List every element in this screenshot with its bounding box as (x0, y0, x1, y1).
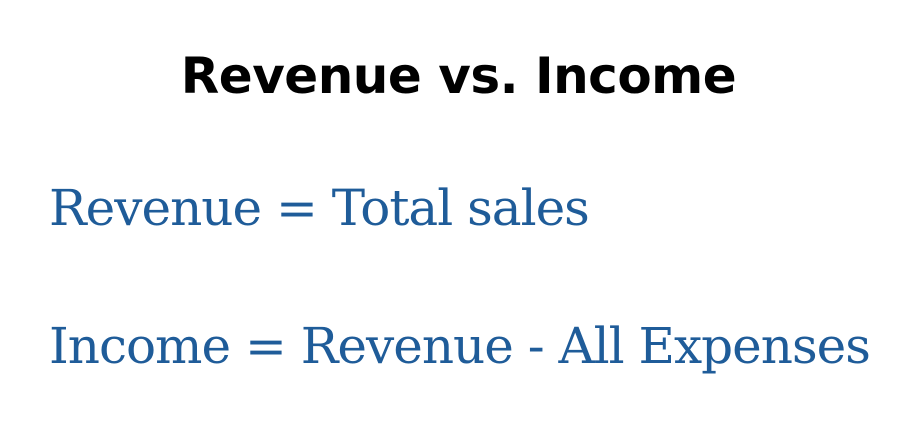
page-title: Revenue vs. Income (180, 47, 737, 105)
income-definition: Income = Revenue - All Expenses (49, 317, 871, 375)
revenue-definition: Revenue = Total sales (49, 179, 590, 237)
